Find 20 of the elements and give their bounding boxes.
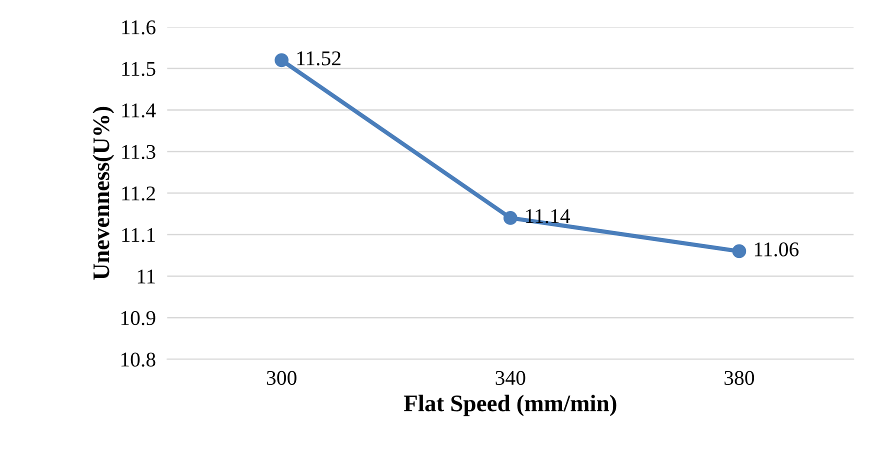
x-tick-label: 300 <box>266 370 296 385</box>
y-tick-label: 10.9 <box>121 311 156 326</box>
x-axis-title: Flat Speed (mm/min) <box>404 394 616 416</box>
point <box>274 53 289 68</box>
y-tick-label: 10.8 <box>121 352 156 367</box>
point <box>732 244 746 258</box>
x-tick-label: 340 <box>496 370 526 385</box>
y-tick-label: 11.4 <box>122 103 156 118</box>
y-tick-label: 11 <box>138 270 155 284</box>
point <box>503 211 518 225</box>
data-label: 11.14 <box>526 209 570 224</box>
x-tick-label: 380 <box>724 370 754 385</box>
y-tick-label: 11.2 <box>122 186 155 201</box>
y-tick-label: 11.1 <box>122 228 155 242</box>
y-tick-label: 11.6 <box>122 20 156 34</box>
y-tick-label: 11.3 <box>122 144 156 160</box>
data-label: 11.06 <box>754 242 799 257</box>
y-tick-label: 11.5 <box>122 62 156 76</box>
y-axis-title: Unevenness(U%) <box>92 106 114 280</box>
data-label: 11.52 <box>297 51 340 66</box>
